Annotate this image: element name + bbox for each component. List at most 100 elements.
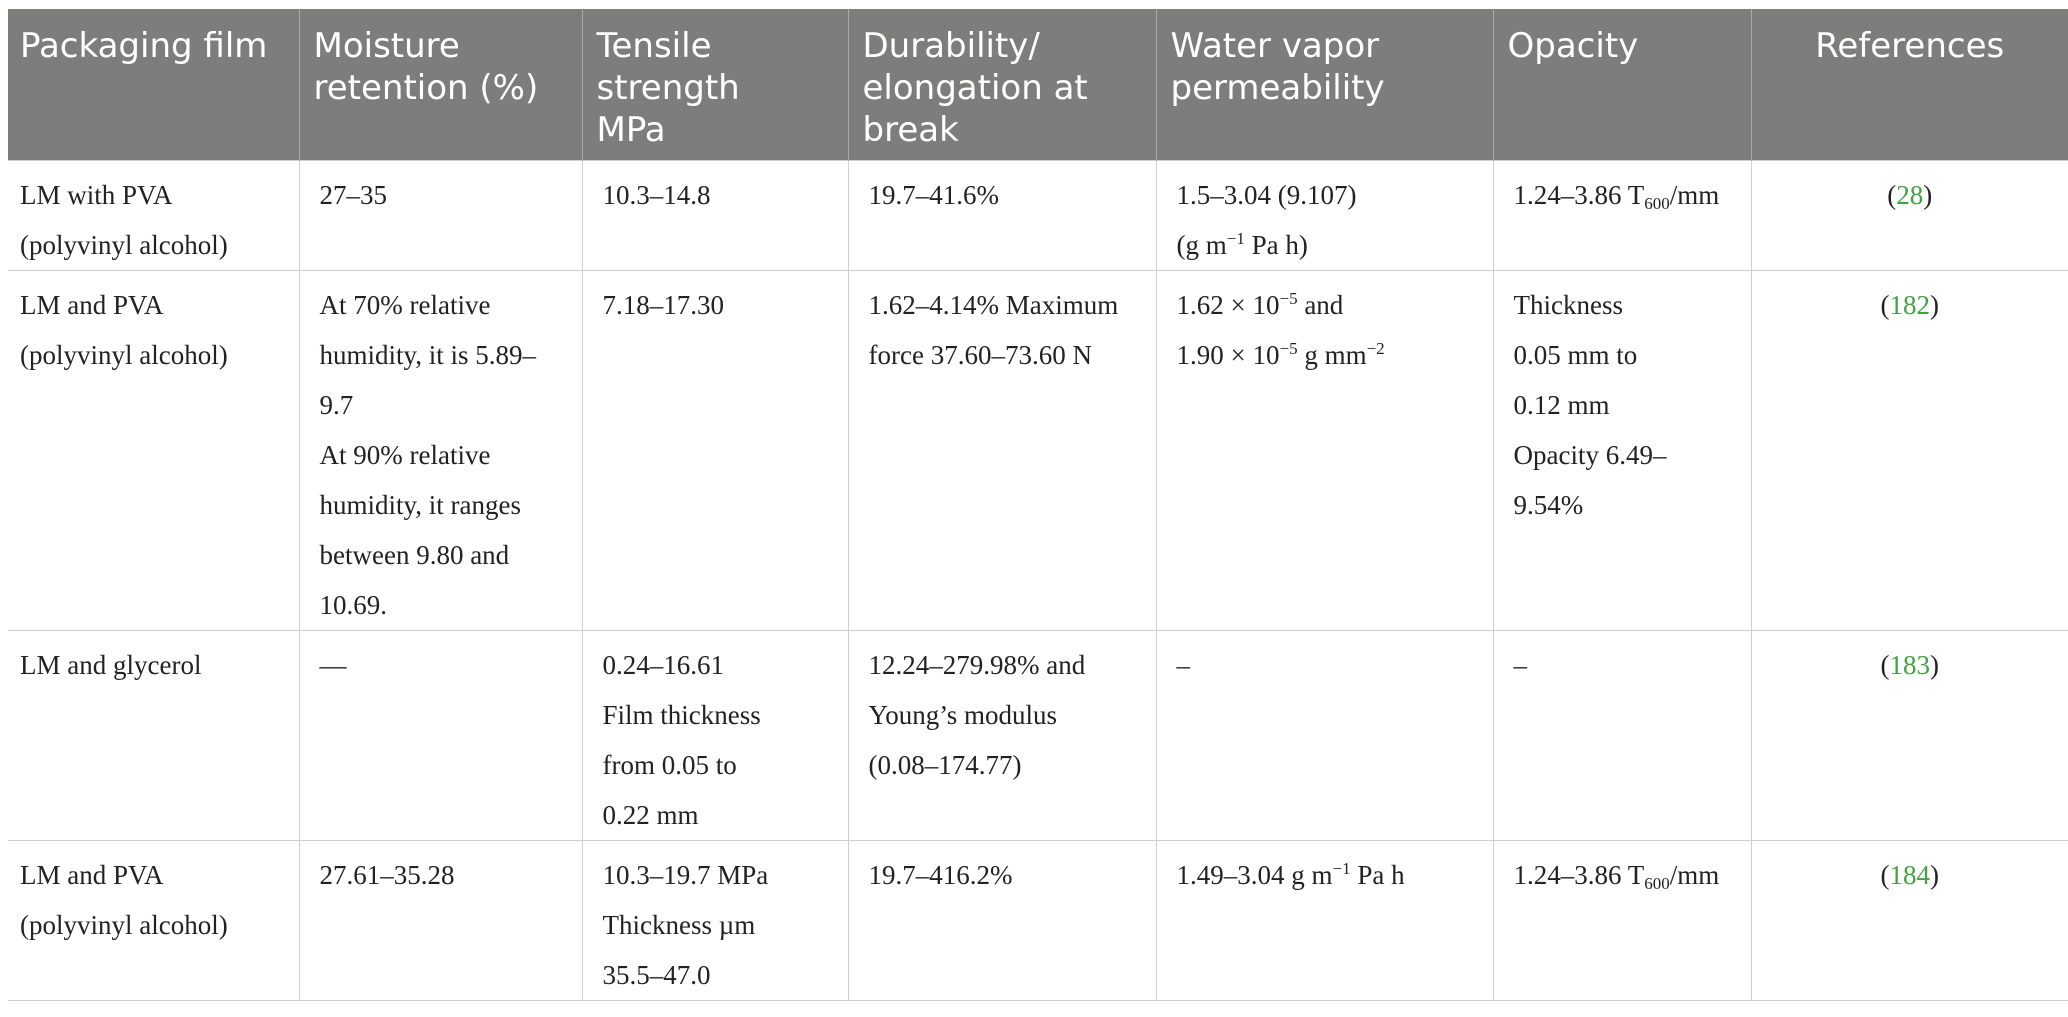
table-row: LM and PVA (polyvinyl alcohol) 27.61–35.… xyxy=(8,839,2068,1000)
cell-text-line: 1.49–3.04 g m−1 Pa h xyxy=(1177,850,1473,900)
cell-text: (polyvinyl alcohol) xyxy=(20,909,228,940)
cell-text: 9.7 xyxy=(319,389,354,420)
cell-text: g mm xyxy=(1297,339,1367,370)
header-text: break xyxy=(862,110,959,150)
header-opacity: Opacity xyxy=(1492,9,1751,160)
cell-text: 10.3–14.8 xyxy=(602,179,711,210)
cell-text: 7.18–17.30 xyxy=(602,289,725,320)
cell-text: 10.3–19.7 MPa xyxy=(602,859,769,890)
subscript: 600 xyxy=(1644,873,1670,893)
header-text: Packaging film xyxy=(20,26,268,66)
cell-moisture-retention: — xyxy=(298,629,582,840)
cell-moisture-retention: 27.61–35.28 xyxy=(298,839,582,1000)
cell-text: between 9.80 and xyxy=(319,539,510,570)
cell-text: – xyxy=(1176,649,1191,680)
cell-text-line: 1.24–3.86 T600/mm xyxy=(1514,850,1731,900)
cell-text-line: 1.62 × 10−5 and xyxy=(1177,280,1473,330)
header-text: retention (%) xyxy=(313,68,539,108)
cell-opacity: 1.24–3.86 T600/mm xyxy=(1492,839,1751,1000)
header-moisture-retention: Moisture retention (%) xyxy=(298,9,582,160)
cell-text: 1.24–3.86 T xyxy=(1513,179,1645,210)
cell-text: 19.7–416.2% xyxy=(868,859,1013,890)
cell-durability: 1.62–4.14% Maximum force 37.60–73.60 N xyxy=(847,269,1156,630)
cell-text: Thickness µm xyxy=(602,909,756,940)
cell-text-line: (g m−1 Pa h) xyxy=(1177,220,1473,270)
cell-tensile-strength: 10.3–14.8 xyxy=(581,159,848,270)
cell-text: At 70% relative xyxy=(319,289,491,320)
cell-water-vapor-permeability: 1.62 × 10−5 and 1.90 × 10−5 g mm−2 xyxy=(1155,269,1493,630)
cell-reference: (183) xyxy=(1750,629,2068,840)
table-row: LM and glycerol — 0.24–16.61 Film thickn… xyxy=(8,629,2068,840)
superscript: −1 xyxy=(1226,228,1245,248)
cell-reference: (182) xyxy=(1750,269,2068,630)
reference-link[interactable]: 184 xyxy=(1889,859,1931,890)
header-text: elongation at xyxy=(862,68,1088,108)
cell-text: 0.05 mm to xyxy=(1513,339,1638,370)
header-text: Water vapor xyxy=(1170,26,1380,66)
cell-text: 12.24–279.98% and xyxy=(868,649,1086,680)
cell-text: Young’s modulus xyxy=(868,699,1058,730)
cell-tensile-strength: 0.24–16.61 Film thickness from 0.05 to 0… xyxy=(581,629,848,840)
cell-text: 0.24–16.61 xyxy=(602,649,725,680)
header-water-vapor-permeability: Water vapor permeability xyxy=(1155,9,1493,160)
reference-link[interactable]: 28 xyxy=(1896,179,1924,210)
header-references: References xyxy=(1750,9,2068,160)
cell-text: LM and glycerol xyxy=(20,649,202,680)
header-text: References xyxy=(1815,26,2005,66)
cell-text: (polyvinyl alcohol) xyxy=(20,229,228,260)
cell-text: — xyxy=(319,649,347,680)
cell-text: 1.24–3.86 T xyxy=(1513,859,1645,890)
cell-water-vapor-permeability: – xyxy=(1155,629,1493,840)
cell-water-vapor-permeability: 1.49–3.04 g m−1 Pa h xyxy=(1155,839,1493,1000)
cell-reference: (184) xyxy=(1750,839,2068,1000)
cell-text: Thickness xyxy=(1513,289,1623,320)
reference-link[interactable]: 183 xyxy=(1889,649,1931,680)
cell-text: LM and PVA xyxy=(20,859,164,890)
cell-text: 19.7–41.6% xyxy=(868,179,1000,210)
cell-text: 1.5–3.04 (9.107) xyxy=(1176,179,1357,210)
cell-packaging-film: LM and PVA (polyvinyl alcohol) xyxy=(8,839,299,1000)
cell-opacity: 1.24–3.86 T600/mm xyxy=(1492,159,1751,270)
cell-text: Film thickness xyxy=(602,699,761,730)
cell-packaging-film: LM with PVA (polyvinyl alcohol) xyxy=(8,159,299,270)
ref-paren: ( xyxy=(1880,649,1890,680)
header-text: Tensile xyxy=(596,26,712,66)
cell-text: and xyxy=(1297,289,1344,320)
cell-text-line: 1.24–3.86 T600/mm xyxy=(1514,170,1731,220)
ref-paren: ( xyxy=(1887,179,1897,210)
cell-tensile-strength: 10.3–19.7 MPa Thickness µm 35.5–47.0 xyxy=(581,839,848,1000)
ref-paren: ( xyxy=(1880,289,1890,320)
cell-text: 1.62–4.14% Maximum xyxy=(868,289,1119,320)
cell-text: humidity, it ranges xyxy=(319,489,521,520)
cell-text: LM and PVA xyxy=(20,289,164,320)
cell-text: Pa h xyxy=(1350,859,1405,890)
cell-durability: 19.7–41.6% xyxy=(847,159,1156,270)
cell-text: force 37.60–73.60 N xyxy=(868,339,1092,370)
ref-paren: ) xyxy=(1930,649,1939,680)
header-durability: Durability/ elongation at break xyxy=(847,9,1156,160)
ref-paren: ( xyxy=(1880,859,1890,890)
table-row: LM and PVA (polyvinyl alcohol) At 70% re… xyxy=(8,269,2068,630)
cell-text: 0.22 mm xyxy=(602,799,699,830)
cell-opacity: – xyxy=(1492,629,1751,840)
ref-paren: ) xyxy=(1923,179,1933,210)
header-text: MPa xyxy=(596,110,666,150)
cell-moisture-retention: At 70% relative humidity, it is 5.89– 9.… xyxy=(298,269,582,630)
table-row: LM with PVA (polyvinyl alcohol) 27–35 10… xyxy=(8,159,2068,270)
cell-text: 27.61–35.28 xyxy=(319,859,455,890)
cell-text: – xyxy=(1513,649,1528,680)
reference-link[interactable]: 182 xyxy=(1889,289,1931,320)
cell-text: 1.90 × 10 xyxy=(1176,339,1280,370)
cell-opacity: Thickness 0.05 mm to 0.12 mm Opacity 6.4… xyxy=(1492,269,1751,630)
cell-text: Opacity 6.49– xyxy=(1513,439,1667,470)
superscript: −5 xyxy=(1279,338,1298,358)
cell-reference: (28) xyxy=(1750,159,2068,270)
cell-text: 35.5–47.0 xyxy=(602,959,711,990)
cell-text: 9.54% xyxy=(1513,489,1584,520)
superscript: −5 xyxy=(1279,288,1298,308)
subscript: 600 xyxy=(1644,193,1670,213)
header-text: permeability xyxy=(1170,68,1385,108)
superscript: −1 xyxy=(1332,858,1351,878)
cell-durability: 12.24–279.98% and Young’s modulus (0.08–… xyxy=(847,629,1156,840)
table-header: Packaging film Moisture retention (%) Te… xyxy=(8,9,2068,160)
